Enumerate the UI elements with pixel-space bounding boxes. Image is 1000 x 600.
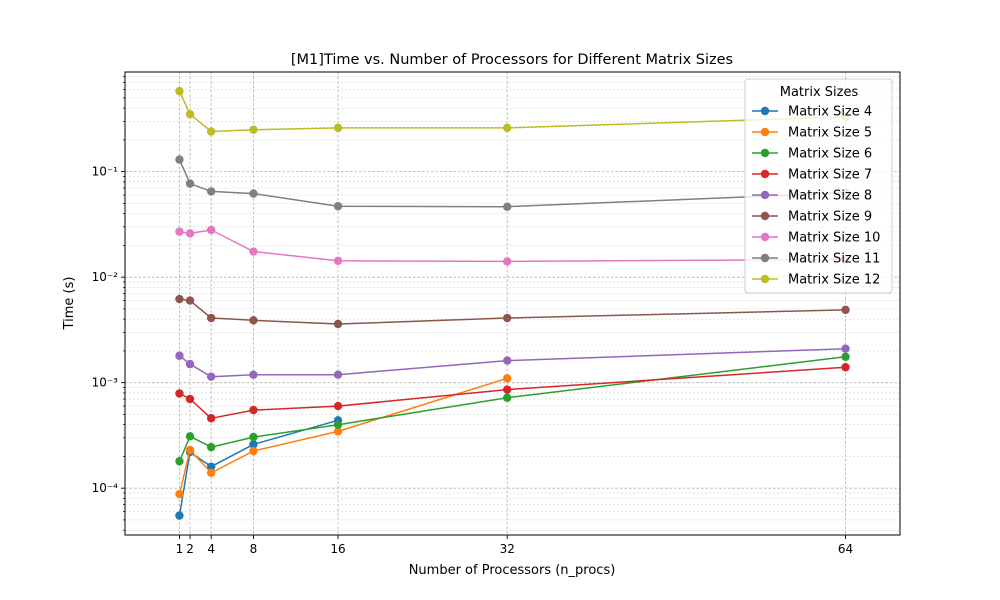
data-point xyxy=(206,187,216,196)
data-point xyxy=(206,442,216,452)
data-point xyxy=(175,227,184,236)
legend-entries: Matrix Size 4 Matrix Size 5 Matrix Size 6 M… xyxy=(752,105,880,288)
legend-title: Matrix Sizes xyxy=(780,85,859,100)
x-tick-label: 16 xyxy=(330,542,345,556)
data-point xyxy=(503,257,512,266)
data-point xyxy=(175,86,184,96)
data-point xyxy=(503,202,512,211)
legend-label: Matrix Size 4 xyxy=(788,105,872,120)
data-point xyxy=(249,405,258,415)
legend-label: Matrix Size 6 xyxy=(788,147,872,162)
x-tick-label: 2 xyxy=(186,542,194,556)
data-point xyxy=(503,393,512,402)
legend-label: Matrix Size 11 xyxy=(788,252,880,267)
data-point xyxy=(206,414,216,423)
data-point xyxy=(249,440,258,449)
data-point xyxy=(175,457,184,466)
data-point xyxy=(175,294,184,304)
data-point xyxy=(185,445,195,455)
data-point xyxy=(185,432,195,441)
data-point xyxy=(841,363,850,372)
data-point xyxy=(503,356,512,365)
data-point xyxy=(249,370,258,379)
data-point xyxy=(206,372,216,381)
data-point xyxy=(249,446,258,456)
axis-ticks: 1 2 4 8 16 32 64 10⁻⁴ 10⁻³ 10⁻² 10⁻¹ xyxy=(92,76,853,556)
legend-marker xyxy=(760,190,770,200)
legend-marker xyxy=(760,127,770,137)
legend-marker xyxy=(760,232,770,242)
data-point xyxy=(841,344,850,353)
data-point xyxy=(206,225,216,235)
legend-label: Matrix Size 5 xyxy=(788,126,872,141)
y-tick-label: 10⁻³ xyxy=(92,376,119,390)
data-point xyxy=(249,247,258,256)
data-point xyxy=(206,313,216,323)
data-point xyxy=(175,155,184,164)
y-tick-label: 10⁻² xyxy=(92,270,119,284)
x-tick-label: 32 xyxy=(500,542,515,556)
data-point xyxy=(333,202,343,211)
data-point xyxy=(333,319,343,329)
data-point xyxy=(333,427,343,436)
data-point xyxy=(175,489,184,499)
data-point xyxy=(185,394,195,404)
series-line xyxy=(178,377,508,495)
data-point xyxy=(503,123,512,133)
data-point xyxy=(333,123,343,133)
legend-box xyxy=(744,78,893,294)
data-point xyxy=(206,468,216,477)
legend-marker xyxy=(760,148,770,158)
chart-title: [M1]Time vs. Number of Processors for Di… xyxy=(291,52,733,68)
data-point xyxy=(185,229,195,238)
plot-frame xyxy=(124,71,901,536)
legend-marker xyxy=(760,274,770,284)
data-point xyxy=(841,305,850,315)
data-point xyxy=(206,127,216,136)
series-group xyxy=(175,86,850,520)
x-tick-label: 4 xyxy=(207,542,215,556)
legend-marker xyxy=(760,169,770,179)
legend-label: Matrix Size 12 xyxy=(788,273,880,288)
data-point xyxy=(249,316,258,325)
data-point xyxy=(333,370,343,379)
data-point xyxy=(185,296,195,305)
legend-label: Matrix Size 10 xyxy=(788,231,880,246)
legend-marker xyxy=(760,253,770,263)
data-point xyxy=(185,359,195,369)
legend-label: Matrix Size 7 xyxy=(788,168,872,183)
x-tick-label: 64 xyxy=(838,542,853,556)
data-point xyxy=(185,110,195,119)
data-point xyxy=(175,351,184,360)
y-tick-label: 10⁻¹ xyxy=(92,165,119,179)
data-point xyxy=(333,256,343,265)
data-point xyxy=(503,385,512,394)
x-tick-label: 8 xyxy=(250,542,258,556)
legend-label: Matrix Size 9 xyxy=(788,210,872,225)
data-point xyxy=(249,432,258,442)
data-point xyxy=(333,401,343,411)
data-point xyxy=(175,389,184,398)
x-tick-label: 1 xyxy=(176,542,184,556)
legend-label: Matrix Size 8 xyxy=(788,189,872,204)
legend-marker xyxy=(760,211,770,221)
data-point xyxy=(206,462,216,471)
x-axis-label: Number of Processors (n_procs) xyxy=(409,563,616,578)
data-point xyxy=(175,511,184,520)
legend-marker xyxy=(760,106,770,116)
y-tick-label: 10⁻⁴ xyxy=(92,481,119,495)
data-point xyxy=(841,352,850,361)
data-point xyxy=(185,179,195,188)
data-point xyxy=(503,374,512,383)
data-point xyxy=(249,189,258,198)
y-axis-label: Time (s) xyxy=(62,277,77,331)
data-point xyxy=(503,313,512,323)
data-point xyxy=(333,420,343,429)
data-point xyxy=(249,125,258,134)
